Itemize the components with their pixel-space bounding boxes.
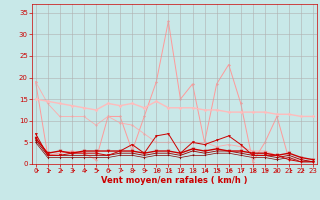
X-axis label: Vent moyen/en rafales ( km/h ): Vent moyen/en rafales ( km/h ) <box>101 176 248 185</box>
